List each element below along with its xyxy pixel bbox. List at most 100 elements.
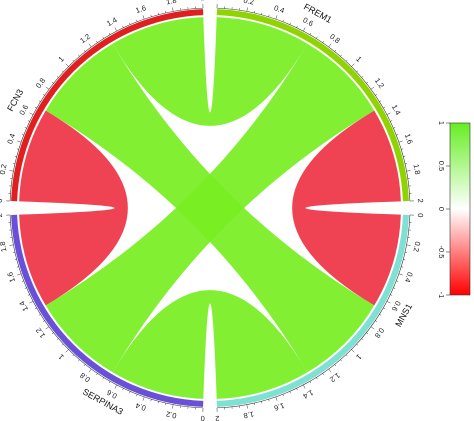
major-tick: [142, 396, 145, 401]
tick-label: 1.6: [403, 132, 415, 145]
major-tick: [88, 43, 92, 48]
minor-tick: [122, 25, 124, 28]
tick-label: 2: [416, 198, 425, 202]
minor-tick: [16, 266, 19, 268]
minor-tick: [261, 12, 263, 15]
minor-tick: [34, 106, 37, 109]
minor-tick: [42, 94, 45, 96]
major-tick: [370, 86, 375, 90]
minor-tick: [268, 14, 270, 17]
major-tick: [398, 273, 403, 276]
minor-tick: [393, 287, 396, 289]
minor-tick: [21, 280, 24, 282]
major-tick: [114, 384, 117, 389]
tick-label: 0.2: [165, 410, 177, 421]
minor-tick: [24, 127, 27, 129]
major-tick: [328, 368, 332, 373]
minor-tick: [157, 401, 159, 404]
major-tick: [398, 140, 403, 143]
minor-tick: [361, 338, 364, 340]
minor-tick: [61, 343, 64, 346]
minor-tick: [150, 14, 152, 17]
tick-label: 1.6: [134, 3, 147, 15]
tick-label: 2: [0, 213, 4, 217]
major-tick: [351, 349, 355, 353]
minor-tick: [379, 314, 382, 316]
color-legend: 1 0.5 0 -0.5 -1: [437, 121, 471, 298]
major-tick: [386, 112, 391, 115]
minor-tick: [129, 391, 131, 394]
sector-label-serpina3: SERPINA3: [81, 387, 125, 417]
link-fcn3-serpina3: [19, 110, 128, 306]
major-tick: [275, 396, 278, 401]
tick-label: 0.8: [78, 371, 92, 384]
tick-label: 1.2: [373, 76, 386, 90]
major-tick: [88, 368, 92, 373]
minor-tick: [379, 100, 382, 102]
minor-tick: [322, 40, 324, 43]
major-tick: [172, 7, 174, 12]
tick-label: 1.2: [34, 326, 47, 340]
minor-tick: [316, 36, 318, 39]
minor-tick: [396, 280, 399, 282]
major-tick: [370, 326, 375, 330]
minor-tick: [157, 12, 159, 15]
minor-tick: [345, 354, 348, 357]
major-tick: [29, 301, 34, 304]
major-tick: [246, 404, 248, 409]
minor-tick: [356, 343, 359, 346]
major-tick: [275, 15, 278, 20]
minor-tick: [72, 354, 75, 357]
minor-tick: [16, 148, 19, 150]
major-tick: [328, 43, 332, 48]
minor-tick: [282, 394, 284, 397]
tick-label: 1.2: [78, 32, 92, 45]
minor-tick: [261, 401, 263, 404]
minor-tick: [129, 22, 131, 25]
tick-label: 0.8: [34, 76, 47, 90]
link-frem1-fcn3: [112, 17, 308, 126]
legend-label: 0.5: [437, 161, 446, 171]
minor-tick: [78, 359, 80, 362]
minor-tick: [345, 59, 348, 62]
minor-tick: [27, 294, 30, 296]
minor-tick: [334, 49, 337, 52]
minor-tick: [309, 381, 312, 384]
minor-tick: [83, 364, 86, 367]
major-tick: [351, 63, 355, 67]
tick-label: 0.2: [412, 241, 423, 253]
legend-label: -0.5: [437, 246, 446, 259]
major-tick: [29, 112, 34, 115]
major-tick: [9, 244, 14, 246]
tick-label: 1.6: [273, 401, 286, 413]
minor-tick: [136, 19, 138, 22]
major-tick: [17, 140, 22, 143]
minor-tick: [334, 364, 337, 367]
tick-label: 0: [416, 213, 425, 217]
tick-label: 0.4: [5, 132, 17, 145]
minor-tick: [289, 22, 291, 25]
minor-tick: [393, 127, 396, 129]
tick-label: 2: [215, 414, 219, 421]
minor-tick: [403, 259, 406, 261]
tick-label: 0.8: [373, 326, 386, 340]
minor-tick: [340, 359, 342, 362]
minor-tick: [340, 54, 342, 57]
major-tick: [114, 27, 117, 32]
tick-label: 1.4: [105, 15, 118, 28]
minor-tick: [366, 332, 369, 335]
major-tick: [303, 384, 306, 389]
tick-label: 1: [56, 352, 65, 361]
tick-label: 1.4: [390, 103, 403, 116]
minor-tick: [14, 155, 17, 157]
minor-tick: [34, 307, 37, 310]
minor-tick: [136, 394, 138, 397]
minor-tick: [102, 377, 104, 380]
tick-label: 0.6: [390, 299, 403, 312]
minor-tick: [403, 155, 406, 157]
minor-tick: [390, 294, 393, 296]
minor-tick: [150, 399, 152, 402]
minor-tick: [56, 338, 59, 340]
tick-label: 0: [215, 0, 219, 2]
tick-label: 0: [0, 198, 4, 202]
